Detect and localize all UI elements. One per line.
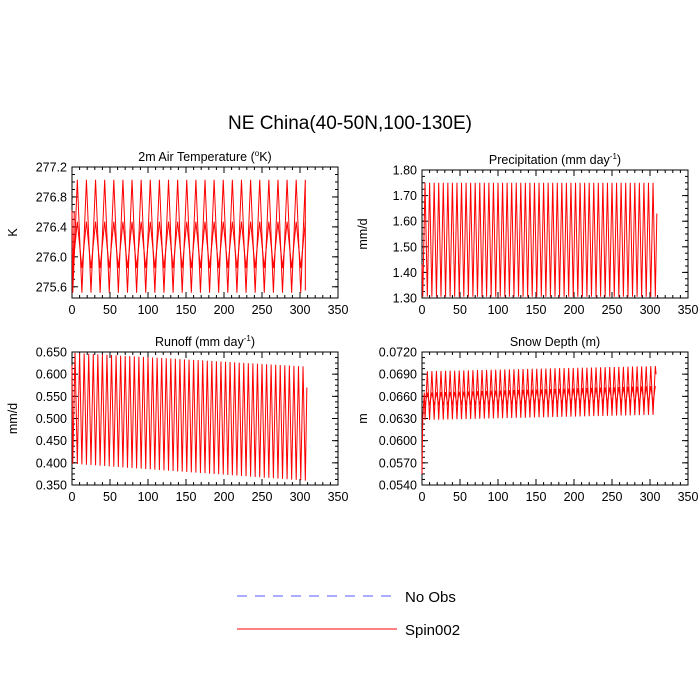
series-line-spin002 bbox=[421, 182, 658, 297]
x-tick-label: 200 bbox=[214, 303, 235, 317]
y-tick-label: 0.0660 bbox=[379, 390, 417, 404]
y-tick-label: 1.40 bbox=[393, 266, 417, 280]
series-line-spin002 bbox=[72, 221, 306, 269]
x-tick-label: 100 bbox=[488, 490, 509, 504]
y-tick-label: 0.500 bbox=[36, 412, 67, 426]
y-tick-label: 0.550 bbox=[36, 390, 67, 404]
y-tick-label: 0.650 bbox=[36, 346, 67, 360]
y-tick-label: 1.70 bbox=[393, 189, 417, 203]
y-tick-label: 0.350 bbox=[36, 479, 67, 493]
panel-title: 2m Air Temperature (oK) bbox=[138, 149, 271, 164]
x-tick-label: 150 bbox=[526, 490, 547, 504]
x-tick-label: 200 bbox=[564, 303, 585, 317]
x-tick-label: 50 bbox=[103, 490, 117, 504]
panel-snow: Snow Depth (m) m 0 50 100 150 200 250 300 350 0.05… bbox=[356, 335, 698, 504]
x-tick-label: 150 bbox=[176, 490, 197, 504]
y-tick-label: 0.0600 bbox=[379, 434, 417, 448]
x-tick-label: 100 bbox=[138, 303, 159, 317]
x-tick-label: 100 bbox=[138, 490, 159, 504]
x-tick-label: 250 bbox=[252, 303, 273, 317]
y-tick-label: 276.8 bbox=[36, 190, 67, 204]
y-tick-label: 0.0540 bbox=[379, 479, 417, 493]
panel-title: Snow Depth (m) bbox=[510, 335, 600, 349]
x-tick-label: 250 bbox=[602, 490, 623, 504]
y-axis-label: mm/d bbox=[6, 403, 20, 434]
y-tick-label: 276.4 bbox=[36, 220, 67, 234]
series-line-spin002 bbox=[421, 365, 657, 474]
x-tick-label: 300 bbox=[290, 303, 311, 317]
y-tick-label: 1.50 bbox=[393, 240, 417, 254]
x-tick-label: 350 bbox=[678, 490, 699, 504]
x-tick-label: 300 bbox=[640, 490, 661, 504]
y-tick-label: 1.60 bbox=[393, 215, 417, 229]
y-tick-label: 277.2 bbox=[36, 161, 67, 175]
x-tick-label: 0 bbox=[419, 303, 426, 317]
y-tick-label: 0.0630 bbox=[379, 412, 417, 426]
y-axis-label: mm/d bbox=[356, 218, 370, 249]
y-tick-label: 1.30 bbox=[393, 292, 417, 306]
y-tick-label: 0.0690 bbox=[379, 368, 417, 382]
panel-precip: Precipitation (mm day-1) mm/d 0 50 100 150 200… bbox=[356, 152, 698, 317]
legend-label: Spin002 bbox=[405, 622, 460, 639]
y-tick-label: 0.450 bbox=[36, 434, 67, 448]
y-tick-label: 1.80 bbox=[393, 164, 417, 178]
y-tick-label: 0.400 bbox=[36, 456, 67, 470]
x-tick-label: 100 bbox=[488, 303, 509, 317]
panel-title: Precipitation (mm day-1) bbox=[489, 152, 621, 167]
y-tick-label: 0.600 bbox=[36, 368, 67, 382]
panel-runoff: Runoff (mm day-1) mm/d 0 50 100 150 200 250 300 3… bbox=[6, 334, 348, 504]
x-tick-label: 300 bbox=[640, 303, 661, 317]
x-tick-label: 300 bbox=[290, 490, 311, 504]
x-tick-label: 50 bbox=[103, 303, 117, 317]
x-tick-label: 350 bbox=[678, 303, 699, 317]
y-axis-label: K bbox=[6, 228, 20, 237]
figure-title: NE China(40-50N,100-130E) bbox=[228, 113, 472, 134]
legend-label: No Obs bbox=[405, 589, 456, 606]
x-tick-label: 350 bbox=[328, 303, 349, 317]
y-tick-label: 275.6 bbox=[36, 280, 67, 294]
y-tick-label: 0.0570 bbox=[379, 456, 417, 470]
y-tick-label: 0.0720 bbox=[379, 346, 417, 360]
panel-title: Runoff (mm day-1) bbox=[155, 334, 255, 349]
legend: No Obs Spin002 bbox=[237, 589, 460, 639]
panel-temp: 2m Air Temperature (oK) K 0 50 100 150 200 250 3… bbox=[6, 149, 348, 317]
y-tick-label: 276.0 bbox=[36, 250, 67, 264]
series-line-spin002 bbox=[424, 385, 656, 406]
y-axis-label: m bbox=[356, 413, 370, 423]
x-tick-label: 50 bbox=[453, 490, 467, 504]
series-line-spin002 bbox=[71, 352, 308, 481]
x-tick-label: 0 bbox=[69, 490, 76, 504]
x-tick-label: 0 bbox=[419, 490, 426, 504]
x-tick-label: 200 bbox=[564, 490, 585, 504]
x-tick-label: 150 bbox=[526, 303, 547, 317]
x-tick-label: 0 bbox=[69, 303, 76, 317]
x-tick-label: 250 bbox=[602, 303, 623, 317]
x-tick-label: 50 bbox=[453, 303, 467, 317]
x-tick-label: 200 bbox=[214, 490, 235, 504]
x-tick-label: 350 bbox=[328, 490, 349, 504]
x-tick-label: 150 bbox=[176, 303, 197, 317]
series-line-spin002 bbox=[71, 179, 306, 293]
x-tick-label: 250 bbox=[252, 490, 273, 504]
